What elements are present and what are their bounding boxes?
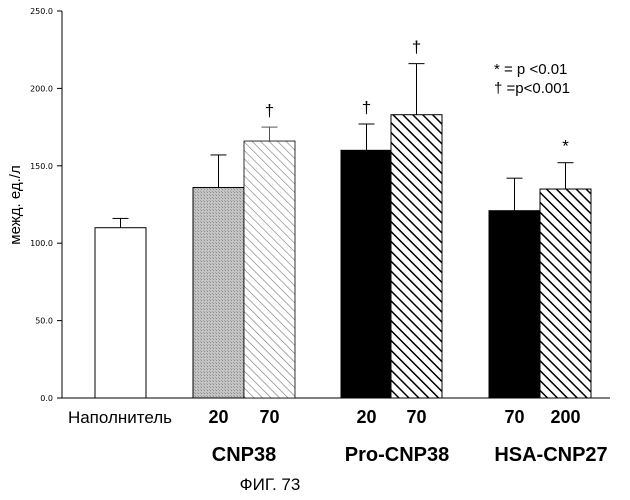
y-tick-label: 0.0 xyxy=(40,394,53,403)
y-tick-label: 100.0 xyxy=(30,239,53,248)
y-axis-label: межд. ед./л xyxy=(7,165,24,244)
bar xyxy=(540,189,591,398)
bars xyxy=(95,115,591,398)
y-tick-label: 200.0 xyxy=(30,84,53,93)
group-labels: CNP38 Pro-CNP38 HSA-CNP27 xyxy=(212,444,608,466)
group-label: CNP38 xyxy=(212,444,276,466)
y-tick-label: 250.0 xyxy=(30,7,53,16)
group-label: HSA-CNP27 xyxy=(494,444,607,466)
x-tick-label: 70 xyxy=(504,407,524,427)
bar xyxy=(193,187,244,398)
y-ticks: 0.0 50.0 100.0 150.0 200.0 250.0 xyxy=(30,7,62,403)
significance-marker: † xyxy=(412,38,421,57)
x-tick-label: 70 xyxy=(406,407,426,427)
figure-caption: ФИГ. 73 xyxy=(240,475,301,494)
x-tick-label: 20 xyxy=(356,407,376,427)
x-tick-labels: Наполнитель 20 70 20 70 70 200 xyxy=(68,407,581,427)
bar xyxy=(391,115,442,398)
group-label: Pro-CNP38 xyxy=(345,444,449,466)
bar xyxy=(489,211,540,398)
bar xyxy=(95,228,146,398)
bar xyxy=(244,141,295,398)
bar xyxy=(341,150,392,398)
legend-entry-0: * = p <0.01 xyxy=(494,61,567,78)
significance-marker: * xyxy=(562,137,569,156)
x-tick-label: 200 xyxy=(550,407,580,427)
legend-entry-1: † =p<0.001 xyxy=(494,80,570,97)
x-tick-label: Наполнитель xyxy=(68,408,172,427)
x-tick-label: 70 xyxy=(259,407,279,427)
y-tick-label: 50.0 xyxy=(35,317,53,326)
x-tick-label: 20 xyxy=(208,407,228,427)
significance-marker: † xyxy=(265,101,274,120)
y-tick-label: 150.0 xyxy=(30,162,53,171)
significance-marker: † xyxy=(362,98,371,117)
